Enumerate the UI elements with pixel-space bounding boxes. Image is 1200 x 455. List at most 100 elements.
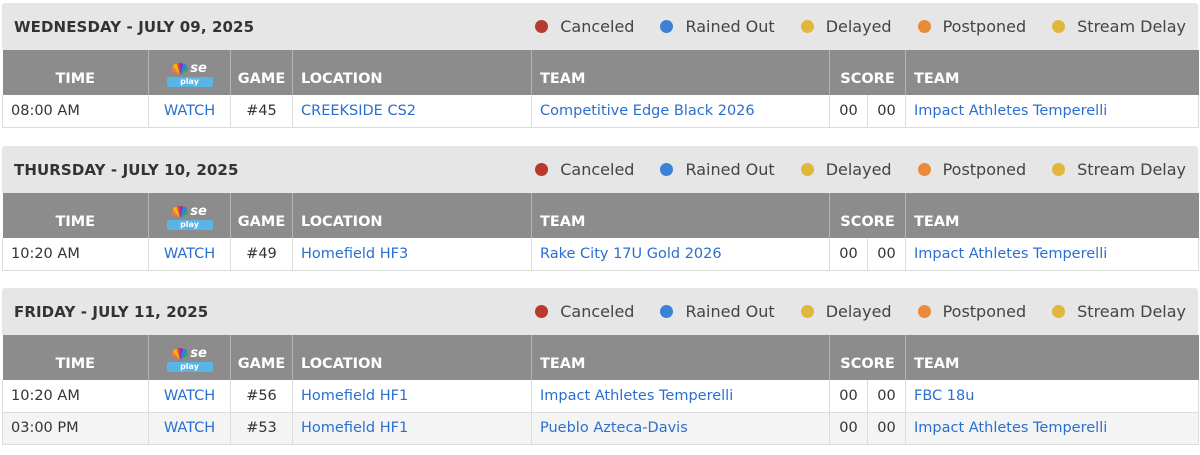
score1: 00 [829,95,868,127]
team1-link[interactable]: Rake City 17U Gold 2026 [531,238,830,270]
game-number: #56 [230,380,293,412]
watch-link[interactable]: WATCH [148,238,231,270]
delayed-dot-icon [800,163,814,176]
rained-out-dot-icon [660,20,674,33]
location-link[interactable]: Homefield HF3 [292,238,532,270]
stream-delay-dot-icon [1052,20,1066,33]
stream-delay-dot-icon [1052,305,1066,318]
legend-label: Delayed [825,302,892,321]
status-legend: Canceled Rained Out Delayed Postponed St… [509,17,1186,36]
col-team2: TEAM [905,50,1199,95]
col-score: SCORE [828,335,906,380]
legend-item-canceled: Canceled [535,302,634,321]
team2-link[interactable]: FBC 18u [905,380,1200,412]
location-link[interactable]: CREEKSIDE CS2 [292,95,532,127]
location-link[interactable]: Homefield HF1 [292,380,532,412]
table-header-row: TIME se play GAME LOCATION TEAM SCORE TE… [2,193,1199,238]
logo-text: se [190,346,207,361]
watch-link[interactable]: WATCH [148,412,231,444]
watch-link[interactable]: WATCH [148,380,231,412]
logo-sub: play [166,362,213,372]
col-stream-logo: se play [148,50,231,95]
table-header-row: TIME se play GAME LOCATION TEAM SCORE TE… [2,335,1199,380]
score2: 00 [866,412,906,444]
col-location: LOCATION [292,50,532,95]
delayed-dot-icon [800,305,814,318]
col-location: LOCATION [292,335,532,380]
legend-label: Postponed [942,160,1027,179]
legend-item-delayed: Delayed [800,160,892,179]
legend-item-rained-out: Rained Out [660,17,775,36]
score2: 00 [866,238,906,270]
col-team: TEAM [531,50,830,95]
col-team: TEAM [531,335,830,380]
score2: 00 [866,380,906,412]
day-header: WEDNESDAY - JULY 09, 2025 Canceled Raine… [2,3,1198,50]
table-header-row: TIME se play GAME LOCATION TEAM SCORE TE… [2,50,1199,95]
logo-sub: play [166,77,213,87]
legend-item-postponed: Postponed [917,17,1027,36]
col-game: GAME [230,193,293,238]
legend-label: Stream Delay [1077,160,1186,179]
rained-out-dot-icon [660,163,674,176]
team1-link[interactable]: Competitive Edge Black 2026 [531,95,830,127]
col-team2: TEAM [905,335,1199,380]
day-section: WEDNESDAY - JULY 09, 2025 Canceled Raine… [2,3,1200,128]
legend-item-canceled: Canceled [535,160,634,179]
canceled-dot-icon [535,305,549,318]
day-title: FRIDAY - JULY 11, 2025 [14,302,209,321]
score1: 00 [829,238,868,270]
day-section: FRIDAY - JULY 11, 2025 Canceled Rained O… [2,288,1200,445]
logo-sub: play [166,220,213,230]
team2-link[interactable]: Impact Athletes Temperelli [905,412,1200,444]
legend-label: Postponed [942,17,1027,36]
day-header: THURSDAY - JULY 10, 2025 Canceled Rained… [2,146,1198,193]
legend-item-stream-delay: Stream Delay [1052,17,1186,36]
col-time: TIME [55,356,96,372]
postponed-dot-icon [917,163,931,176]
col-game: GAME [230,335,293,380]
games-table: TIME se play GAME LOCATION TEAM SCORE TE… [2,50,1200,128]
table-row: 03:00 PM WATCH #53 Homefield HF1 Pueblo … [2,412,1200,444]
games-table: TIME se play GAME LOCATION TEAM SCORE TE… [2,193,1200,271]
team1-link[interactable]: Pueblo Azteca-Davis [531,412,830,444]
peacock-icon [172,63,189,75]
legend-label: Postponed [942,302,1027,321]
legend-label: Delayed [825,17,892,36]
legend-label: Canceled [560,160,635,179]
stream-delay-dot-icon [1052,163,1066,176]
game-number: #45 [230,95,293,127]
legend-item-stream-delay: Stream Delay [1052,160,1186,179]
col-score: SCORE [828,193,906,238]
legend-label: Canceled [560,302,635,321]
legend-item-canceled: Canceled [535,17,634,36]
games-table: TIME se play GAME LOCATION TEAM SCORE TE… [2,335,1200,445]
col-time: TIME [55,214,96,230]
game-time: 03:00 PM [2,412,149,444]
watch-link[interactable]: WATCH [148,95,231,127]
game-time: 10:20 AM [2,238,149,270]
team1-link[interactable]: Impact Athletes Temperelli [531,380,830,412]
legend-label: Delayed [825,160,892,179]
table-row: 08:00 AM WATCH #45 CREEKSIDE CS2 Competi… [2,95,1200,127]
day-title: WEDNESDAY - JULY 09, 2025 [14,17,255,36]
se-play-logo: se play [166,205,214,230]
legend-item-postponed: Postponed [917,302,1027,321]
col-team2: TEAM [905,193,1199,238]
legend-item-stream-delay: Stream Delay [1052,302,1186,321]
col-time: TIME [55,71,96,87]
game-number: #53 [230,412,293,444]
col-score: SCORE [828,50,906,95]
game-number: #49 [230,238,293,270]
canceled-dot-icon [535,20,549,33]
day-header: FRIDAY - JULY 11, 2025 Canceled Rained O… [2,288,1198,335]
team2-link[interactable]: Impact Athletes Temperelli [905,238,1200,270]
day-title: THURSDAY - JULY 10, 2025 [14,160,239,179]
se-play-logo: se play [166,347,214,372]
team2-link[interactable]: Impact Athletes Temperelli [905,95,1200,127]
score1: 00 [829,412,868,444]
day-section: THURSDAY - JULY 10, 2025 Canceled Rained… [2,146,1200,271]
score2: 00 [866,95,906,127]
location-link[interactable]: Homefield HF1 [292,412,532,444]
legend-item-postponed: Postponed [917,160,1027,179]
